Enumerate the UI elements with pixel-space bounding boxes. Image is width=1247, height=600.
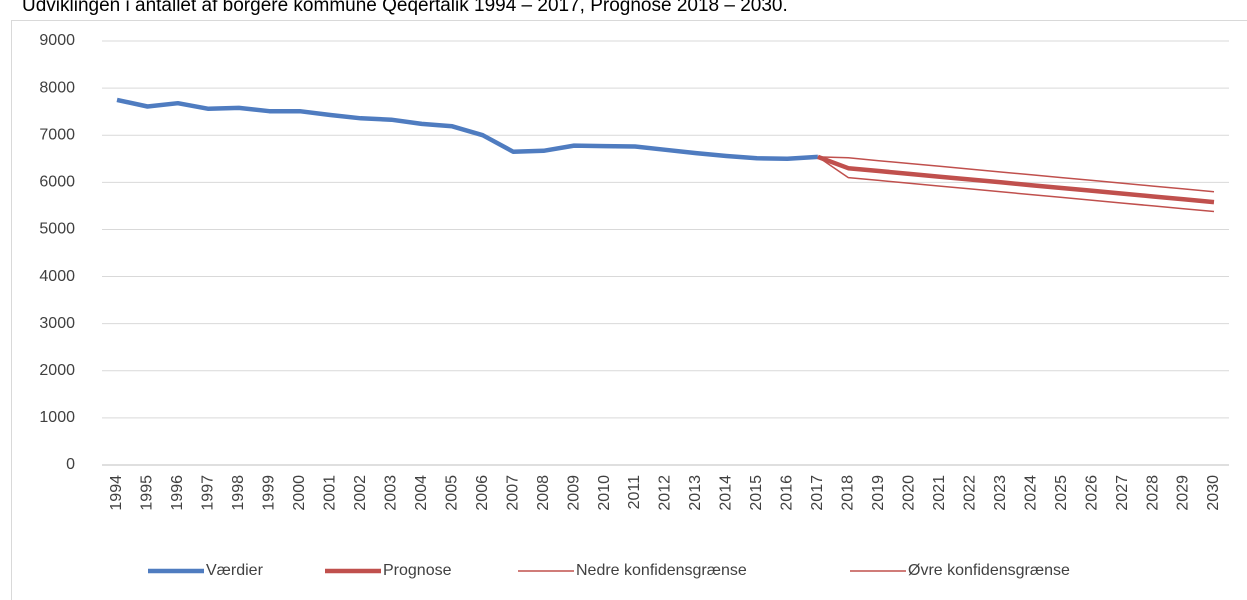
line-series [817,156,1215,213]
x-tick-label: 1999 [261,475,278,511]
legend-label: Prognose [383,562,452,579]
line-series [817,154,1215,205]
x-tick-label: 1996 [169,475,186,511]
x-tick-label: 2003 [382,475,399,511]
x-tick-label: 2026 [1083,475,1100,511]
chart-title: Udviklingen i antallet af borgere kommun… [22,0,788,16]
x-tick-label: 2015 [748,475,765,511]
legend-label: Nedre konfidensgrænse [576,562,747,579]
x-tick-label: 2021 [931,475,948,511]
x-tick-label: 2030 [1205,475,1222,511]
x-tick-label: 2016 [779,475,796,511]
x-tick-label: 2004 [413,475,430,511]
y-tick-label: 3000 [39,315,75,332]
x-tick-label: 2009 [565,475,582,511]
x-tick-label: 2008 [535,475,552,511]
x-tick-label: 2027 [1114,475,1131,511]
line-series [817,156,1215,193]
x-tick-label: 2024 [1022,475,1039,511]
x-tick-label: 2022 [961,475,978,511]
x-tick-label: 2011 [626,475,643,510]
x-tick-label: 1994 [108,475,125,511]
x-tick-label: 2028 [1144,475,1161,511]
x-tick-label: 1995 [139,475,156,511]
x-tick-label: 2023 [992,475,1009,511]
y-tick-label: 4000 [39,268,75,285]
y-tick-label: 8000 [39,79,75,96]
x-tick-label: 2029 [1175,475,1192,511]
x-tick-label: 2010 [596,475,613,511]
x-tick-label: 2002 [352,475,369,511]
y-tick-label: 2000 [39,362,75,379]
x-tick-label: 2007 [504,475,521,511]
x-tick-label: 1998 [230,475,247,511]
x-tick-label: 2025 [1053,475,1070,511]
x-tick-label: 1997 [200,475,217,511]
x-tick-label: 2019 [870,475,887,511]
legend-label: Værdier [206,562,264,579]
x-tick-label: 2000 [291,475,308,511]
y-tick-label: 5000 [39,221,75,238]
x-tick-label: 2013 [687,475,704,511]
x-tick-label: 2020 [900,475,917,511]
y-tick-label: 1000 [39,409,75,426]
x-tick-label: 2001 [322,475,339,511]
chart-border [11,20,1247,600]
y-tick-label: 6000 [39,174,75,191]
y-tick-label: 7000 [39,126,75,143]
x-tick-label: 2005 [443,475,460,511]
line-series [116,97,819,162]
x-tick-label: 2017 [809,475,826,511]
y-tick-label: 9000 [39,32,75,49]
x-tick-label: 2006 [474,475,491,511]
x-tick-label: 2014 [718,475,735,511]
x-tick-label: 2018 [840,475,857,511]
legend-label: Øvre konfidensgrænse [908,562,1070,579]
x-tick-label: 2012 [657,475,674,511]
y-tick-label: 0 [66,456,75,473]
